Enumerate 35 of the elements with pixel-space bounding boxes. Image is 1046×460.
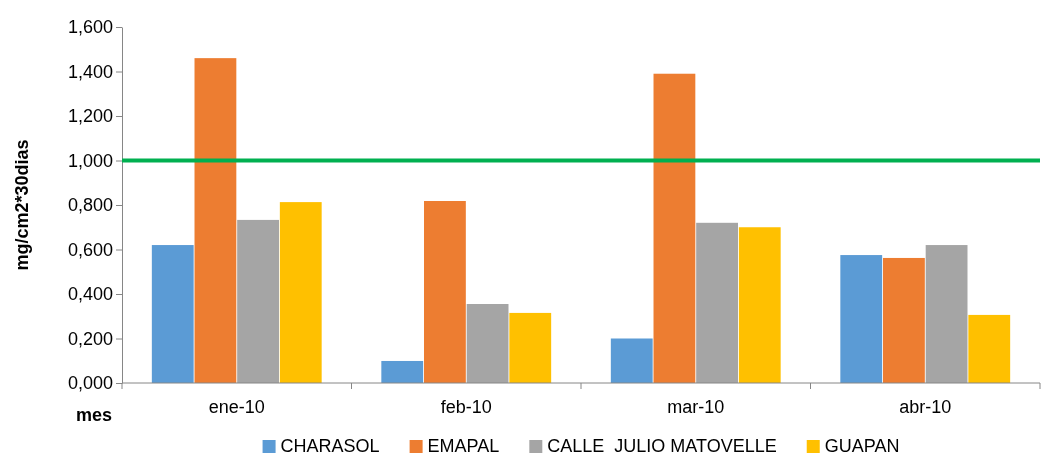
- x-axis-title: mes: [75, 405, 112, 425]
- y-tick-label: 1,400: [67, 61, 113, 82]
- y-tick-label: 0,000: [67, 373, 113, 394]
- y-tick-label: 1,200: [67, 106, 113, 127]
- bar: [151, 245, 194, 383]
- legend-label: EMAPAL: [427, 436, 500, 456]
- x-tick-label: ene-10: [208, 397, 265, 417]
- y-tick-label: 0,600: [67, 239, 113, 260]
- x-tick-label: abr-10: [899, 397, 952, 417]
- bar: [279, 202, 322, 383]
- y-axis-title: mg/cm2*30dias: [12, 139, 32, 271]
- bar: [194, 58, 237, 383]
- bar: [696, 222, 738, 383]
- bar: [925, 245, 968, 383]
- bar: [653, 73, 696, 383]
- legend-label: CALLE JULIO MATOVELLE: [547, 436, 777, 456]
- y-tick-label: 0,200: [67, 328, 113, 349]
- bar: [968, 314, 1011, 383]
- y-tick-label: 1,600: [67, 17, 113, 38]
- bar: [237, 219, 279, 383]
- bar: [424, 201, 466, 383]
- y-tick-label: 0,400: [67, 284, 113, 305]
- legend-label: GUAPAN: [824, 436, 900, 456]
- bar: [610, 338, 653, 383]
- y-tick-label: 0,800: [67, 195, 113, 216]
- bar: [840, 255, 883, 383]
- bar: [509, 312, 552, 383]
- bar: [883, 257, 925, 383]
- bar: [381, 360, 424, 383]
- bar: [738, 227, 781, 383]
- x-tick-label: mar-10: [667, 397, 725, 417]
- legend-label: CHARASOL: [280, 436, 380, 456]
- bar: [466, 304, 509, 383]
- x-tick-label: feb-10: [440, 397, 492, 417]
- y-tick-label: 1,000: [67, 150, 113, 171]
